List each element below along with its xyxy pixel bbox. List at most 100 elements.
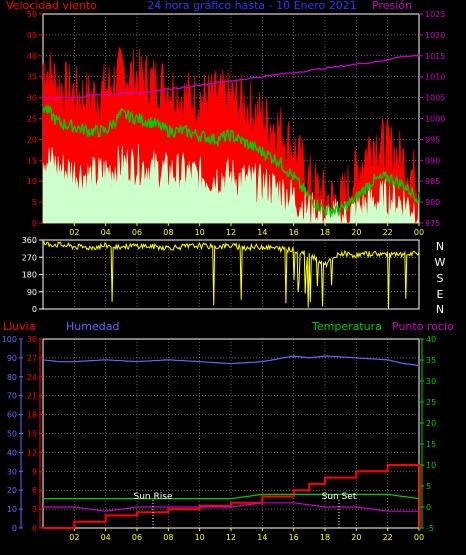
temperature-tick-label: 15 — [426, 440, 436, 449]
wind-tick-label: 10 — [27, 177, 37, 186]
dewpoint-label: Punto rocío — [392, 320, 454, 333]
sunrise-label: Sun Rise — [134, 492, 173, 502]
pressure-tick-label: 1000 — [425, 115, 445, 124]
direction-panel-frame — [42, 239, 420, 310]
rain-tick-label: 9 — [32, 467, 37, 476]
humidity-tick-label: 70 — [7, 392, 17, 401]
direction-tick-label: 0 — [32, 305, 37, 314]
x-tick-label: 16 — [289, 228, 299, 237]
wind-tick-label: 35 — [27, 73, 37, 82]
wind-left-axis: 0 5 10 15 20 25 30 35 40 45 50 — [27, 10, 43, 228]
x-tick-label: 20 — [351, 533, 361, 542]
x-tick-label: 22 — [383, 533, 393, 542]
humidity-tick-label: 0 — [12, 524, 17, 533]
rain-tick-label: 21 — [27, 392, 37, 401]
wind-speed-series — [42, 143, 420, 224]
x-tick-label: 02 — [69, 533, 79, 542]
pressure-tick-label: 990 — [425, 156, 440, 165]
pressure-tick-label: 1025 — [425, 10, 445, 19]
temperature-tick-label: -5 — [426, 524, 434, 533]
temperature-tick-label: 5 — [426, 482, 431, 491]
humidity-tick-label: 80 — [7, 373, 17, 382]
direction-letter-s: S — [437, 272, 444, 285]
x-tick-label: 08 — [163, 228, 173, 237]
humidity-tick-label: 20 — [7, 486, 17, 495]
wind-speed-label: Velocidad viento — [6, 0, 97, 12]
chart-title: 24 hora gráfico hasta - 10 Enero 2021 — [147, 0, 357, 12]
wind-direction-series — [42, 241, 420, 309]
pressure-label: Presión — [372, 0, 412, 12]
humidity-label: Humedad — [66, 320, 119, 333]
dewpoint-series — [43, 502, 419, 512]
rain-series-group — [42, 355, 421, 529]
wind-tick-label: 50 — [27, 10, 37, 19]
temperature-tick-label: 10 — [426, 461, 436, 470]
humidity-tick-label: 30 — [7, 467, 17, 476]
wind-tick-label: 40 — [27, 52, 37, 61]
pressure-tick-label: 1020 — [425, 31, 445, 40]
wind-tick-label: 15 — [27, 156, 37, 165]
x-tick-label: 18 — [320, 533, 330, 542]
rain-series — [43, 464, 421, 529]
x-tick-label: 00 — [414, 228, 424, 237]
temperature-tick-label: 0 — [426, 503, 431, 512]
x-tick-label: 18 — [320, 228, 330, 237]
wind-tick-label: 25 — [27, 115, 37, 124]
rain-tick-label: 6 — [32, 486, 37, 495]
x-tick-label: 14 — [257, 533, 267, 542]
rain-axis: 0 3 6 9 12 15 18 21 24 27 30 — [27, 335, 43, 533]
pressure-tick-label: 985 — [425, 177, 440, 186]
wind-series-group — [42, 46, 420, 224]
x-tick-label: 08 — [163, 533, 173, 542]
x-tick-label: 12 — [226, 228, 236, 237]
direction-tick-label: 360 — [22, 236, 37, 245]
rain-panel-frame — [42, 338, 420, 529]
direction-letter-n-top: N — [436, 240, 444, 253]
pressure-series — [42, 54, 420, 99]
direction-tick-label: 90 — [27, 288, 37, 297]
temperature-label: Temperatura — [311, 320, 382, 333]
direction-tick-label: 270 — [22, 253, 37, 262]
temperature-series — [43, 493, 420, 500]
temperature-tick-label: 30 — [426, 377, 436, 386]
temperature-axis: -5 0 5 10 15 20 25 30 35 40 — [420, 335, 436, 533]
grid-lines — [43, 14, 419, 528]
pressure-tick-label: 995 — [425, 135, 440, 144]
rain-tick-label: 24 — [27, 373, 37, 382]
sunset-label: Sun Set — [322, 492, 357, 502]
x-tick-label: 06 — [132, 228, 142, 237]
wind-tick-label: 20 — [27, 135, 37, 144]
x-tick-label: 10 — [195, 228, 205, 237]
wind-average-series — [42, 104, 420, 217]
temperature-tick-label: 25 — [426, 398, 436, 407]
x-tick-label: 02 — [69, 228, 79, 237]
x-tick-label: 14 — [257, 228, 267, 237]
rain-tick-label: 30 — [27, 335, 37, 344]
direction-left-axis: 0 90 180 270 360 — [22, 236, 43, 314]
rain-label: Lluvia — [3, 320, 35, 333]
humidity-tick-label: 10 — [7, 505, 17, 514]
pressure-right-axis: 975 980 985 990 995 1000 1005 1010 1015 1020 1025 — [419, 10, 445, 228]
x-tick-label: 12 — [226, 533, 236, 542]
humidity-tick-label: 40 — [7, 448, 17, 457]
direction-letter-w: W — [435, 256, 446, 269]
x-tick-label: 20 — [351, 228, 361, 237]
x-tick-label: 06 — [132, 533, 142, 542]
temperature-tick-label: 20 — [426, 419, 436, 428]
temperature-tick-label: 40 — [426, 335, 436, 344]
rain-tick-label: 12 — [27, 448, 37, 457]
wind-x-axis: 02 04 06 08 10 12 14 16 18 20 22 00 — [69, 223, 424, 237]
pressure-tick-label: 980 — [425, 198, 440, 207]
direction-letter-e: E — [437, 288, 444, 301]
humidity-tick-label: 50 — [7, 430, 17, 439]
x-tick-label: 00 — [414, 533, 424, 542]
rain-tick-label: 0 — [32, 524, 37, 533]
humidity-tick-label: 60 — [7, 411, 17, 420]
humidity-tick-label: 90 — [7, 354, 17, 363]
humidity-tick-label: 100 — [2, 335, 17, 344]
rain-x-axis: 02 04 06 08 10 12 14 16 18 20 22 00 — [69, 528, 424, 542]
x-tick-label: 16 — [289, 533, 299, 542]
pressure-tick-label: 975 — [425, 219, 440, 228]
wind-tick-label: 5 — [32, 198, 37, 207]
